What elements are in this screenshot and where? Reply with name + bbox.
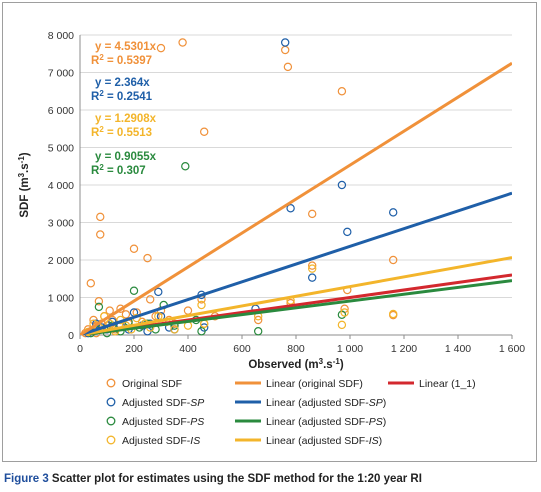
legend-label: Adjusted SDF-SP xyxy=(122,397,204,409)
trendline-linear-adjusted-sdf-is- xyxy=(80,256,512,335)
r-squared-text: R2 = 0.307 xyxy=(91,163,146,178)
x-tick-label: 0 xyxy=(77,343,83,355)
point-original-sdf xyxy=(96,212,105,222)
point-original-sdf xyxy=(308,209,317,219)
point-adjusted-sdf-is xyxy=(337,320,347,330)
trendline-linear-adjusted-sdf-ps- xyxy=(80,279,512,335)
y-tick-label: 8 000 xyxy=(48,30,74,42)
legend-marker-circle xyxy=(106,416,116,426)
legend-marker-circle xyxy=(106,435,116,445)
point-adjusted-sdf-is xyxy=(340,308,349,317)
point-original-sdf xyxy=(253,315,263,325)
point-original-sdf xyxy=(283,62,293,72)
legend-label: Linear (1_1) xyxy=(419,378,476,390)
point-adjusted-sdf-sp xyxy=(281,38,290,47)
point-adjusted-sdf-sp xyxy=(154,287,163,297)
point-original-sdf xyxy=(308,261,317,270)
equation-text: y = 4.5301x xyxy=(95,41,157,53)
point-original-sdf xyxy=(129,244,139,253)
x-tick-label: 1 200 xyxy=(391,343,417,355)
point-original-sdf xyxy=(281,45,290,55)
y-tick-label: 5 000 xyxy=(48,143,74,155)
point-adjusted-sdf-is xyxy=(170,325,179,334)
x-axis-title: Observed (m3.s-1) xyxy=(248,357,343,372)
figure-label: Figure 3 xyxy=(4,473,49,485)
legend-label: Adjusted SDF-IS xyxy=(122,435,200,447)
point-original-sdf xyxy=(105,306,114,315)
y-tick-label: 4 000 xyxy=(48,180,74,192)
point-adjusted-sdf-is xyxy=(197,300,206,310)
y-tick-label: 6 000 xyxy=(48,105,74,117)
point-adjusted-sdf-sp xyxy=(286,204,295,213)
point-adjusted-sdf-is xyxy=(389,309,398,319)
point-adjusted-sdf-ps xyxy=(253,327,263,336)
point-adjusted-sdf-ps xyxy=(181,162,190,171)
x-tick-label: 1 400 xyxy=(445,343,471,355)
x-tick-label: 600 xyxy=(233,343,251,355)
x-tick-label: 400 xyxy=(179,343,197,355)
x-tick-label: 1 000 xyxy=(337,343,363,355)
point-original-sdf xyxy=(145,295,155,304)
x-tick-label: 1 600 xyxy=(499,343,525,355)
point-original-sdf xyxy=(337,87,347,96)
point-adjusted-sdf-sp xyxy=(308,273,317,282)
point-original-sdf xyxy=(156,43,166,53)
point-original-sdf xyxy=(389,255,398,265)
point-adjusted-sdf-ps xyxy=(197,327,206,336)
r-squared-text: R2 = 0.5397 xyxy=(91,53,152,68)
figure-caption: Figure 3 Scatter plot for estimates usin… xyxy=(4,473,422,485)
legend-label: Linear (original SDF) xyxy=(266,378,363,390)
y-tick-label: 7 000 xyxy=(48,68,74,80)
point-adjusted-sdf-is xyxy=(308,264,317,273)
equation-text: y = 1.2908x xyxy=(95,113,157,125)
legend-label: Adjusted SDF-PS xyxy=(122,416,204,428)
point-original-sdf xyxy=(94,297,104,306)
point-original-sdf xyxy=(121,310,131,319)
point-original-sdf xyxy=(183,306,193,315)
x-tick-label: 200 xyxy=(125,343,143,355)
point-original-sdf xyxy=(199,127,209,136)
figure-frame: 0 1 000 2 000 3 000 4 000 5 000 6 000 7 000 8 00… xyxy=(2,2,537,462)
gridlines xyxy=(80,34,512,298)
legend-label: Original SDF xyxy=(122,378,182,390)
point-original-sdf xyxy=(96,230,105,239)
equation-text: y = 0.9055x xyxy=(95,151,157,163)
point-adjusted-sdf-ps xyxy=(94,302,104,312)
y-tick-label: 1 000 xyxy=(48,293,74,305)
point-adjusted-sdf-sp xyxy=(343,227,352,237)
point-adjusted-sdf-sp xyxy=(389,208,398,217)
legend: Original SDF Linear (original SDF) Linear … xyxy=(106,378,476,447)
scatter-chart: 0 1 000 2 000 3 000 4 000 5 000 6 000 7 000 8 00… xyxy=(17,30,526,447)
r-squared-text: R2 = 0.2541 xyxy=(91,89,153,104)
point-original-sdf xyxy=(86,279,96,288)
legend-label: Linear (adjusted SDF-IS) xyxy=(266,435,382,447)
legend-label: Linear (adjusted SDF-PS) xyxy=(266,416,386,428)
point-adjusted-sdf-ps xyxy=(337,310,347,319)
legend-marker-circle xyxy=(106,378,116,388)
y-tick-label: 3 000 xyxy=(48,218,74,230)
trend-lines xyxy=(80,61,512,335)
y-axis-title: SDF (m3.s-1) xyxy=(17,152,32,217)
legend-label: Linear (adjusted SDF-SP) xyxy=(266,397,386,409)
trendline-linear-adjusted-sdf-sp- xyxy=(80,191,512,335)
point-adjusted-sdf-sp xyxy=(337,180,347,190)
x-tick-label: 800 xyxy=(287,343,305,355)
y-tick-label: 2 000 xyxy=(48,255,74,267)
y-tick-label: 0 xyxy=(68,330,74,342)
trendline-linear-original-sdf- xyxy=(80,61,512,335)
legend-marker-circle xyxy=(106,397,116,407)
equation-text: y = 2.364x xyxy=(95,77,150,89)
point-adjusted-sdf-ps xyxy=(129,286,139,295)
point-original-sdf xyxy=(143,253,152,263)
point-original-sdf xyxy=(178,38,187,47)
r-squared-text: R2 = 0.5513 xyxy=(91,125,152,140)
caption-text: Scatter plot for estimates using the SDF… xyxy=(48,473,422,485)
point-original-sdf xyxy=(151,312,160,321)
